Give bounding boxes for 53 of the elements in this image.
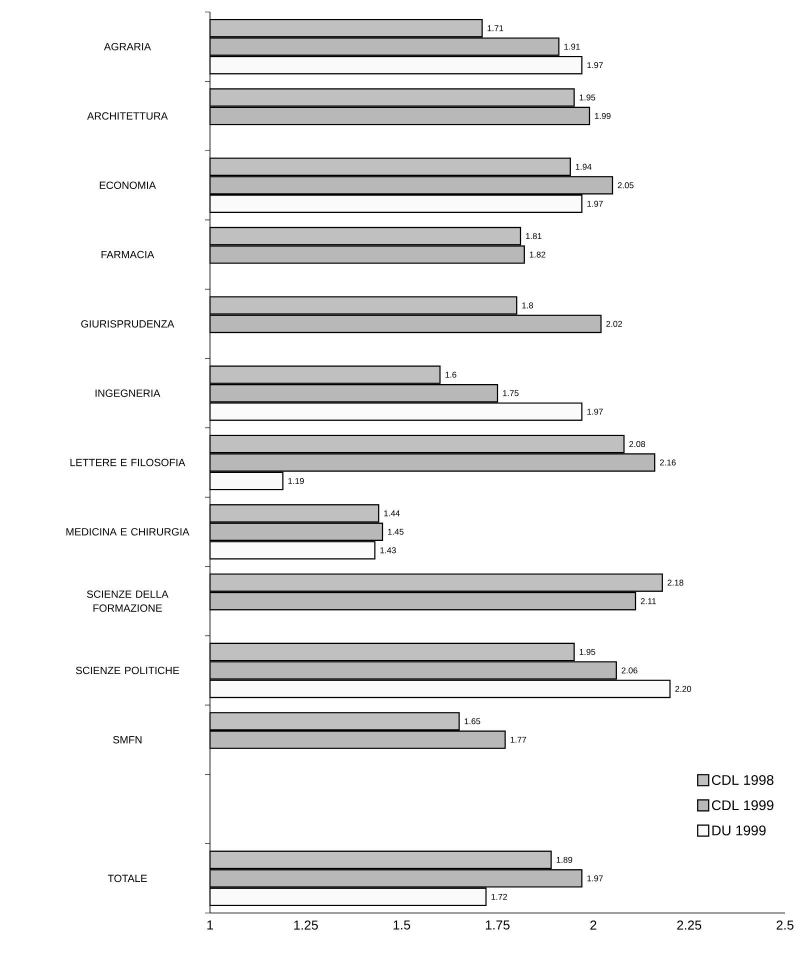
legend-label: CDL 1999 xyxy=(712,800,774,810)
data-label: 1.72 xyxy=(492,894,507,900)
y-tick-label: SCIENZE POLITICHE xyxy=(76,666,180,674)
data-label: 2.02 xyxy=(606,320,622,327)
y-tick-label: INGEGNERIA xyxy=(96,390,160,397)
legend-label: DU 1999 xyxy=(712,826,766,836)
y-tick-label: TOTALE xyxy=(108,874,147,882)
data-label: 2.11 xyxy=(640,598,656,604)
y-tick-label: AGRARIA xyxy=(104,42,151,50)
x-tick-label: 2 xyxy=(590,920,596,930)
data-label: 2.06 xyxy=(622,667,638,674)
y-tick-label: ECONOMIA xyxy=(100,182,156,189)
data-label: 2.20 xyxy=(675,686,692,692)
x-tick-label: 1.5 xyxy=(394,920,410,930)
data-label: 2.08 xyxy=(629,441,646,448)
data-label: 1.45 xyxy=(388,528,404,535)
x-tick-label: 1.25 xyxy=(294,920,318,930)
x-tick-label: 2.25 xyxy=(677,920,702,930)
data-label: 2.16 xyxy=(660,460,676,466)
data-label: 1.97 xyxy=(587,62,603,68)
data-label: 1.6 xyxy=(446,372,456,378)
x-tick-label: 2.5 xyxy=(776,920,794,930)
data-label: 1.91 xyxy=(564,44,580,50)
data-label: 1.97 xyxy=(587,875,603,882)
x-tick-label: 1 xyxy=(207,920,213,930)
data-label: 1.99 xyxy=(595,112,611,119)
data-label: 1.77 xyxy=(510,736,526,743)
y-tick-label: LETTERE E FILOSOFIA xyxy=(70,458,186,466)
legend-label: CDL 1998 xyxy=(712,775,774,785)
data-label: 2.05 xyxy=(618,182,634,188)
x-tick-label: 1.75 xyxy=(486,920,510,930)
y-tick-label: SMFN xyxy=(113,736,142,744)
y-tick-label: GIURISPRUDENZA xyxy=(81,320,174,328)
data-label: 1.94 xyxy=(576,164,592,170)
data-label: 1.43 xyxy=(380,547,396,554)
data-label: 1.95 xyxy=(580,648,596,655)
data-label: 2.18 xyxy=(668,580,684,586)
y-tick-label: SCIENZE DELLA FORMAZIONE xyxy=(86,590,168,612)
y-tick-label: ARCHITETTURA xyxy=(87,112,168,120)
data-label: 1.82 xyxy=(530,252,546,258)
data-label: 1.8 xyxy=(522,302,533,308)
data-label: 1.89 xyxy=(556,856,572,863)
data-label: 1.71 xyxy=(488,25,504,32)
y-tick-label: MEDICINA E CHIRURGIA xyxy=(66,528,190,536)
data-label: 1.97 xyxy=(587,200,603,207)
data-label: 1.19 xyxy=(288,478,304,484)
data-label: 1.75 xyxy=(503,390,519,396)
data-label: 1.97 xyxy=(587,408,603,415)
data-label: 1.65 xyxy=(464,718,480,724)
data-label: 1.44 xyxy=(384,510,400,516)
data-label: 1.81 xyxy=(526,233,542,240)
y-tick-label: FARMACIA xyxy=(102,250,154,258)
data-label: 1.95 xyxy=(580,94,596,100)
